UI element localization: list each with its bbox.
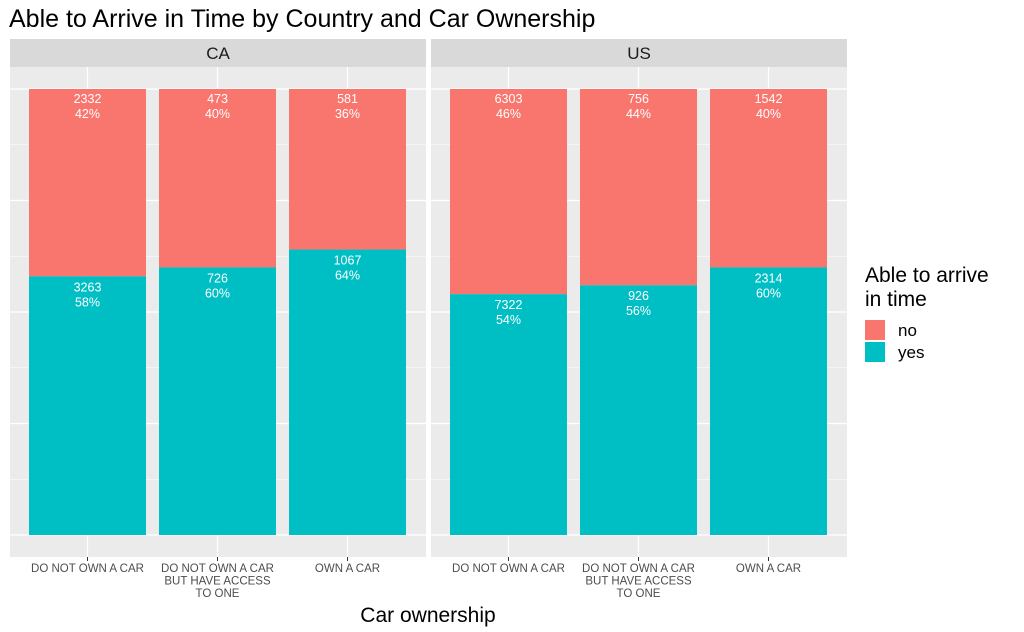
x-tick-label: DO NOT OWN A CAR: [161, 563, 274, 575]
bar-yes-segment: [159, 267, 276, 535]
bar-no-segment: [450, 89, 567, 295]
bar-no-segment: [29, 89, 146, 277]
bar-label-yes-count: 2314: [755, 271, 783, 285]
bar-no-segment: [580, 89, 697, 286]
bar-label-yes-pct: 58%: [75, 295, 100, 309]
facet-strip: [10, 39, 426, 67]
bar-label-yes-count: 7322: [495, 298, 523, 312]
x-tick-label: OWN A CAR: [315, 563, 380, 575]
bar-label-no-count: 473: [207, 92, 228, 106]
x-tick-label: TO ONE: [196, 588, 240, 600]
bar-no-segment: [159, 89, 276, 268]
bar-label-yes-count: 3263: [74, 280, 102, 294]
x-tick-label: DO NOT OWN A CAR: [452, 563, 565, 575]
bar-no-segment: [289, 89, 406, 250]
x-tick-label: OWN A CAR: [736, 563, 801, 575]
bar-label-no-pct: 46%: [496, 107, 521, 121]
bar-no-segment: [710, 89, 827, 268]
bar-yes-segment: [710, 267, 827, 535]
bar-label-no-pct: 42%: [75, 107, 100, 121]
x-tick-label: DO NOT OWN A CAR: [582, 563, 695, 575]
x-tick-label: BUT HAVE ACCESS: [164, 576, 271, 588]
facet-strip-label: US: [627, 44, 651, 63]
bar-label-no-pct: 40%: [205, 107, 230, 121]
x-tick-label: DO NOT OWN A CAR: [31, 563, 144, 575]
bar-label-no-count: 6303: [495, 92, 523, 106]
bar-label-no-pct: 40%: [756, 107, 781, 121]
bar-label-no-pct: 44%: [626, 107, 651, 121]
bar-label-no-count: 1542: [755, 92, 783, 106]
bar-label-yes-pct: 60%: [205, 286, 230, 300]
bar-yes-segment: [289, 249, 406, 535]
bar-label-yes-count: 926: [628, 289, 649, 303]
bar-label-yes-pct: 56%: [626, 304, 651, 318]
bar-yes-segment: [580, 285, 697, 535]
legend-title: Able to arrive: [865, 264, 989, 287]
bar-label-no-count: 581: [337, 92, 358, 106]
legend-key-yes: [865, 342, 885, 362]
x-tick-label: TO ONE: [617, 588, 661, 600]
legend-label-no: no: [898, 321, 917, 340]
chart-title: Able to Arrive in Time by Country and Ca…: [9, 5, 595, 33]
bar-label-no-count: 756: [628, 92, 649, 106]
bar-yes-segment: [450, 294, 567, 535]
bar-label-yes-pct: 60%: [756, 286, 781, 300]
legend-label-yes: yes: [898, 343, 924, 362]
bar-label-yes-pct: 54%: [496, 313, 521, 327]
bar-yes-segment: [29, 276, 146, 535]
facet-strip-label: CA: [206, 44, 230, 63]
facet-strip: [431, 39, 847, 67]
bar-label-no-pct: 36%: [335, 107, 360, 121]
bar-label-yes-count: 726: [207, 271, 228, 285]
legend-key-no: [865, 320, 885, 340]
legend-title: in time: [865, 288, 927, 311]
bar-label-yes-pct: 64%: [335, 269, 360, 283]
x-tick-label: BUT HAVE ACCESS: [585, 576, 692, 588]
x-axis-title: Car ownership: [360, 604, 495, 627]
bar-label-yes-count: 1067: [334, 254, 362, 268]
bar-label-no-count: 2332: [74, 92, 102, 106]
